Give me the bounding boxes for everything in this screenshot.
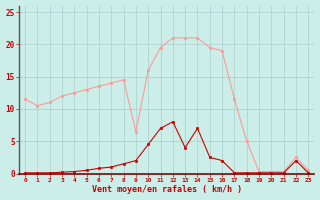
X-axis label: Vent moyen/en rafales ( km/h ): Vent moyen/en rafales ( km/h ) — [92, 185, 242, 194]
